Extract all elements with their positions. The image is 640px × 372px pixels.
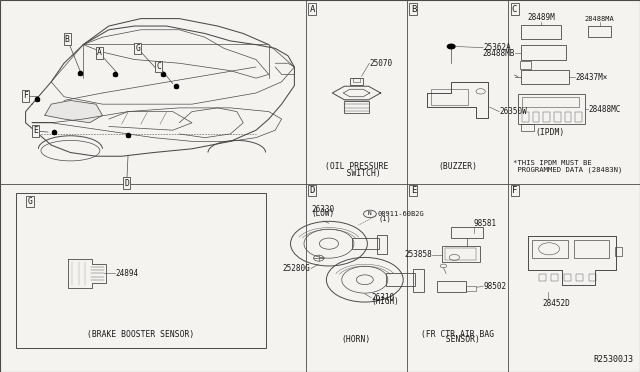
Text: (HORN): (HORN): [342, 335, 371, 344]
Text: 28488MB: 28488MB: [482, 49, 515, 58]
Text: (HIGH): (HIGH): [371, 297, 399, 306]
Bar: [521, 45, 566, 60]
Text: 28488MA: 28488MA: [585, 16, 614, 22]
Bar: [344, 101, 369, 113]
Polygon shape: [45, 100, 102, 123]
Text: 28437M×: 28437M×: [575, 73, 608, 82]
Bar: [520, 61, 531, 69]
Text: 98581: 98581: [474, 219, 497, 228]
Text: F: F: [23, 92, 28, 100]
Text: C: C: [512, 5, 517, 14]
Bar: [445, 248, 476, 260]
Text: F: F: [512, 186, 517, 195]
Text: (1): (1): [379, 215, 392, 222]
Bar: [554, 112, 561, 122]
Circle shape: [447, 44, 455, 49]
Text: 26330: 26330: [311, 205, 334, 214]
Bar: [551, 274, 558, 281]
Text: A: A: [310, 5, 315, 14]
Text: 25362A: 25362A: [483, 43, 511, 52]
Text: 26310: 26310: [371, 293, 394, 302]
Text: A: A: [97, 48, 102, 57]
Bar: [575, 112, 582, 122]
Bar: [386, 273, 415, 286]
Text: PROGRAMMED DATA (28483N): PROGRAMMED DATA (28483N): [513, 166, 622, 173]
Bar: [437, 281, 466, 292]
Text: (IPDM): (IPDM): [535, 128, 564, 137]
Bar: [377, 235, 387, 254]
Text: 28489M: 28489M: [527, 13, 556, 22]
Text: D: D: [310, 186, 315, 195]
Text: N: N: [368, 211, 372, 217]
Text: C: C: [156, 62, 161, 71]
Text: (LOW): (LOW): [311, 209, 334, 218]
Bar: [352, 238, 379, 249]
Bar: [353, 78, 360, 82]
Bar: [522, 112, 529, 122]
Text: SENSOR): SENSOR): [436, 336, 479, 344]
Bar: [16, 193, 266, 348]
Text: (OIL PRESSURE: (OIL PRESSURE: [324, 162, 388, 171]
Bar: [521, 124, 534, 131]
Text: 24894: 24894: [115, 269, 138, 278]
Text: 08911-60B2G: 08911-60B2G: [378, 211, 424, 217]
Text: (FR CTR AIR BAG: (FR CTR AIR BAG: [421, 330, 494, 339]
Bar: [533, 112, 540, 122]
Bar: [532, 240, 568, 258]
Text: *THIS IPDM MUST BE: *THIS IPDM MUST BE: [513, 160, 591, 166]
Text: 253858: 253858: [404, 250, 432, 259]
Text: R25300J3: R25300J3: [594, 355, 634, 364]
Bar: [431, 89, 468, 105]
Bar: [349, 78, 364, 85]
Bar: [574, 240, 609, 258]
Bar: [543, 112, 550, 122]
Bar: [413, 269, 424, 292]
Text: 28452D: 28452D: [542, 299, 570, 308]
Text: E: E: [411, 186, 416, 195]
Text: SWITCH): SWITCH): [332, 169, 381, 178]
Text: B: B: [411, 5, 416, 14]
Bar: [442, 246, 480, 262]
Bar: [564, 274, 571, 281]
Bar: [521, 70, 569, 84]
Bar: [451, 227, 483, 238]
Bar: [576, 274, 583, 281]
Text: 25070: 25070: [369, 59, 392, 68]
Text: E: E: [33, 126, 38, 135]
Bar: [522, 97, 579, 107]
Bar: [589, 274, 596, 281]
Bar: [615, 247, 622, 256]
Text: 26350W: 26350W: [499, 107, 527, 116]
Text: (BUZZER): (BUZZER): [438, 162, 477, 171]
Bar: [588, 26, 611, 37]
Text: D: D: [124, 179, 129, 187]
Bar: [521, 25, 561, 39]
Text: B: B: [65, 35, 70, 44]
Text: G: G: [28, 197, 33, 206]
Text: 98502: 98502: [483, 282, 506, 291]
Bar: [466, 286, 476, 291]
Text: G: G: [135, 44, 140, 53]
Bar: [564, 112, 571, 122]
Text: 25280G: 25280G: [283, 264, 310, 273]
Bar: [518, 94, 585, 124]
Text: (BRAKE BOOSTER SENSOR): (BRAKE BOOSTER SENSOR): [87, 330, 195, 339]
Bar: [539, 274, 546, 281]
Text: 28488MC: 28488MC: [588, 105, 621, 114]
